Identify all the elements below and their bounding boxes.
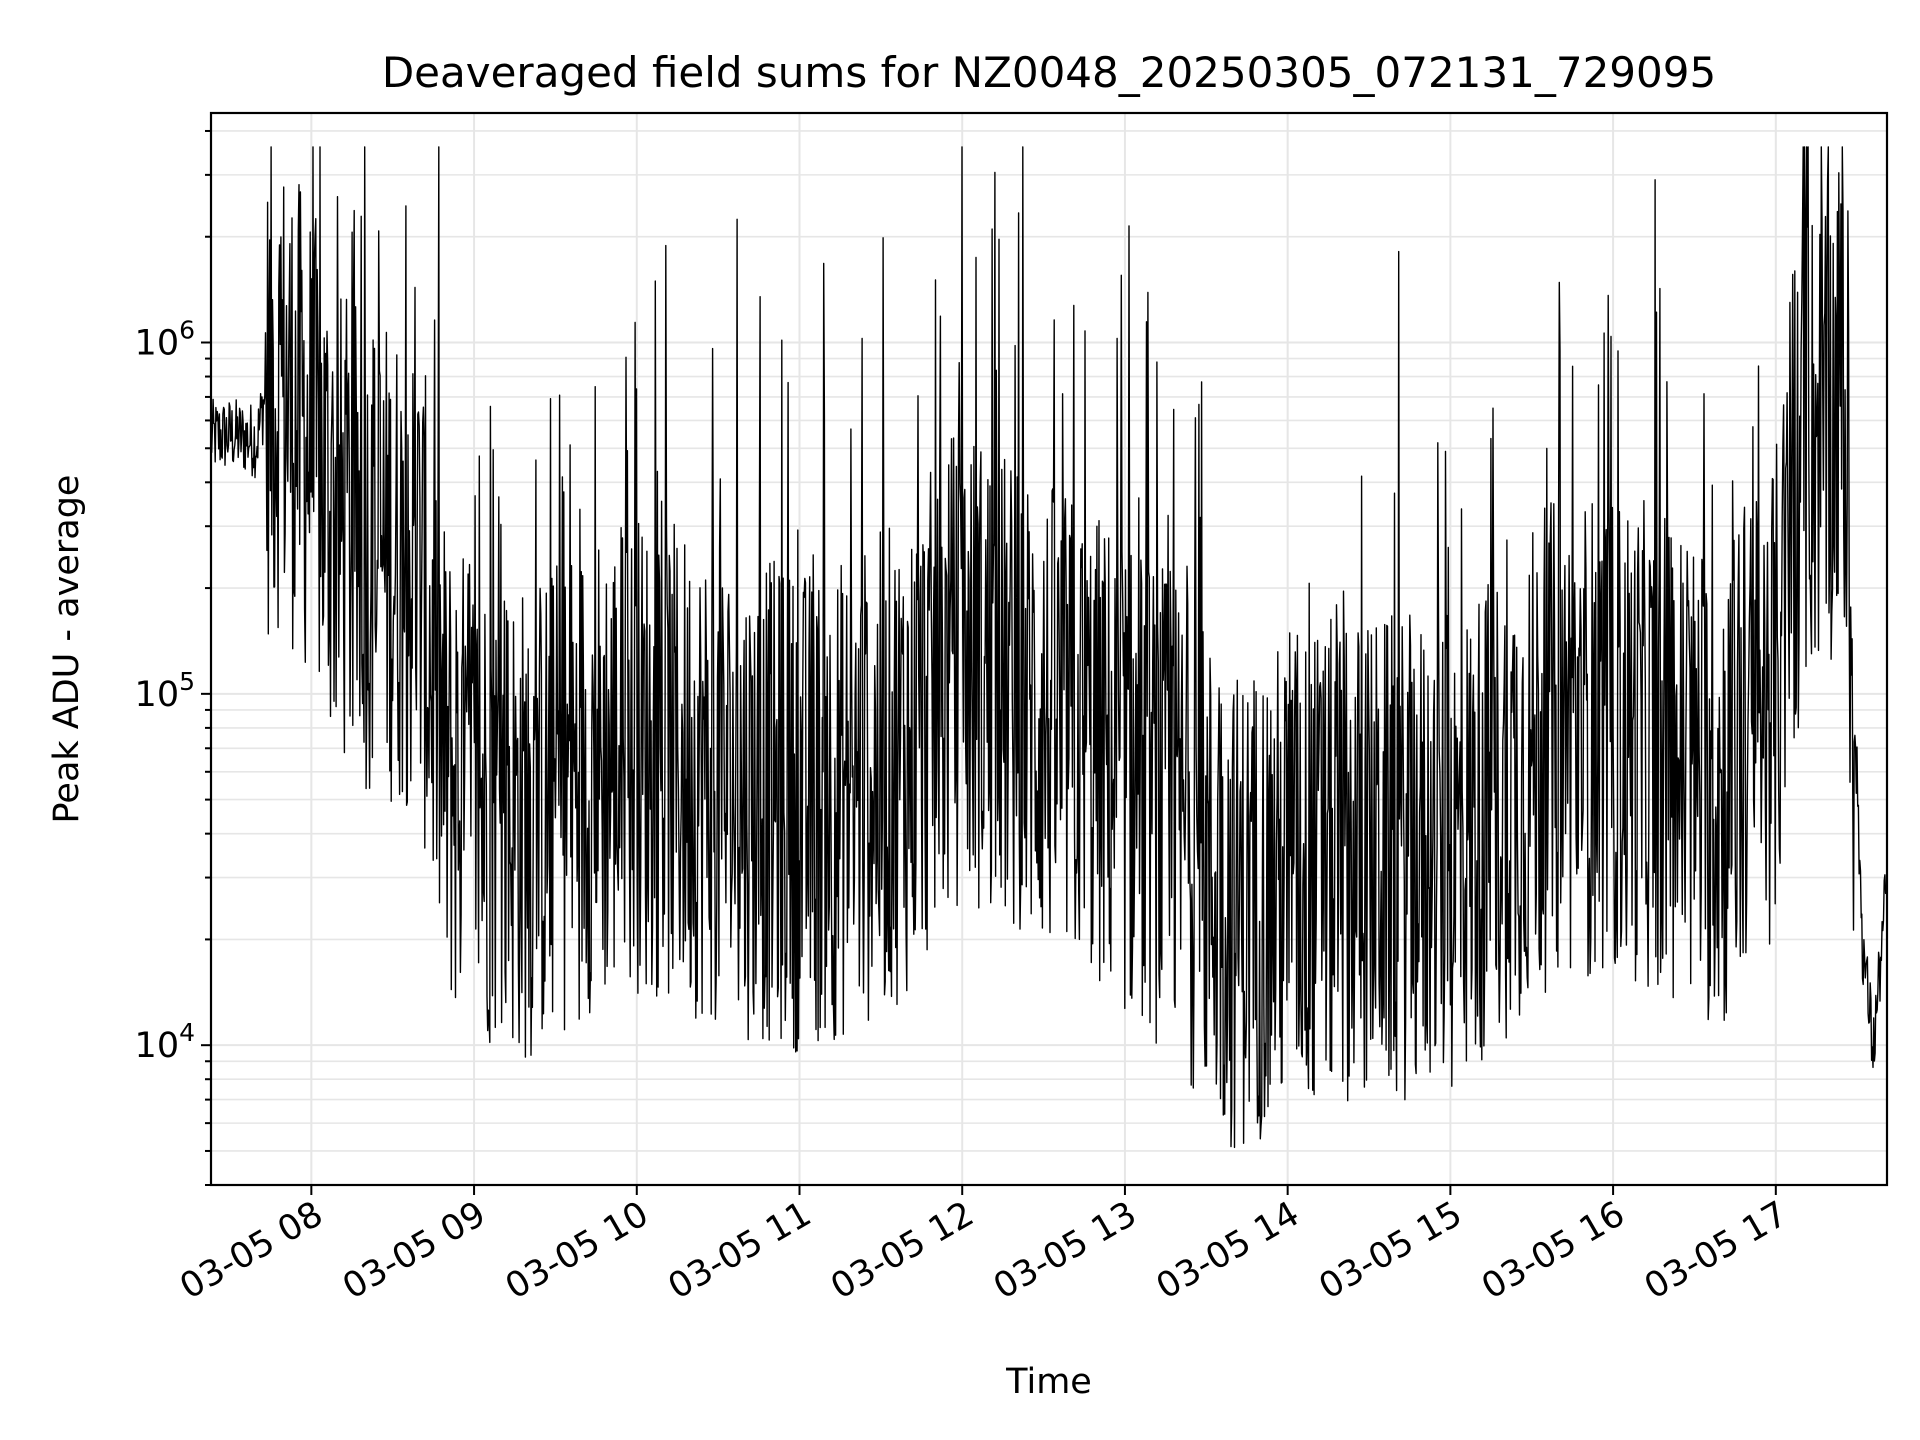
x-tick-label: 03-05 08 <box>174 1194 330 1307</box>
x-tick-label: 03-05 09 <box>336 1194 492 1307</box>
series-layer <box>210 146 1888 1149</box>
y-axis-title: Peak ADU - average <box>47 475 87 824</box>
y-tick-label: 105 <box>135 667 195 715</box>
y-tick-label: 104 <box>135 1018 195 1066</box>
x-tick-label: 03-05 10 <box>499 1194 655 1307</box>
plot-frame <box>209 111 1889 1187</box>
x-tick-label: 03-05 17 <box>1638 1194 1794 1307</box>
x-axis-title: Time <box>1005 1362 1092 1402</box>
y-tick-label: 106 <box>135 316 195 364</box>
x-tick-label: 03-05 16 <box>1475 1194 1631 1307</box>
y-axis: 104 105 106 <box>135 129 211 1186</box>
x-tick-label: 03-05 15 <box>1313 1194 1469 1307</box>
x-tick-label: 03-05 11 <box>662 1194 818 1307</box>
x-tick-label: 03-05 12 <box>824 1194 980 1307</box>
series-line <box>210 146 1888 1149</box>
x-tick-label: 03-05 14 <box>1150 1194 1306 1307</box>
x-tick-label: 03-05 13 <box>987 1194 1143 1307</box>
chart-title: Deaveraged field sums for NZ0048_2025030… <box>382 48 1716 97</box>
x-axis: 03-05 08 03-05 09 03-05 10 03-05 11 03-05 12… <box>174 1185 1794 1307</box>
